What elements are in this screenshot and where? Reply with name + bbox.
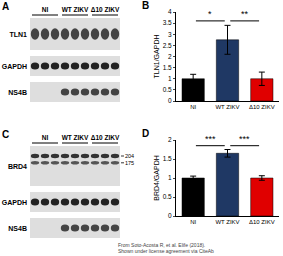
svg-text:C: C: [2, 129, 9, 140]
html-text:B: B: [142, 0, 150, 11]
svg-text:NI: NI: [42, 6, 49, 13]
svg-text:BRD4/GAPDH: BRD4/GAPDH: [153, 155, 160, 201]
svg-text:TLN1/GAPDH: TLN1/GAPDH: [153, 35, 160, 79]
svg-text:Δ10 ZIKV: Δ10 ZIKV: [91, 134, 120, 141]
svg-text:NS4B: NS4B: [8, 89, 27, 96]
svg-text:WT ZIKV: WT ZIKV: [62, 134, 89, 141]
svg-text:204: 204: [125, 153, 134, 159]
svg-text:**: **: [241, 9, 249, 19]
svg-text:A: A: [2, 1, 9, 12]
svg-text:1: 1: [168, 174, 172, 181]
html-text:Shown under license agreement: Shown under license agreement via CiteAb: [118, 248, 214, 254]
svg-text:0: 0: [168, 97, 172, 104]
svg-text:Δ10 ZIKV: Δ10 ZIKV: [249, 219, 275, 225]
svg-text:Δ10 ZIKV: Δ10 ZIKV: [91, 6, 120, 13]
svg-text:GAPDH: GAPDH: [2, 63, 27, 70]
svg-text:***: ***: [239, 134, 250, 144]
html-text:From Soto-Acosta R, et al. Eli: From Soto-Acosta R, et al. Elife (2018).: [118, 242, 206, 248]
svg-text:1.5: 1.5: [163, 64, 172, 71]
svg-text:NS4B: NS4B: [8, 225, 27, 232]
svg-text:GAPDH: GAPDH: [2, 199, 27, 206]
svg-text:NI: NI: [190, 104, 196, 110]
svg-text:2: 2: [168, 136, 172, 143]
svg-text:2: 2: [168, 53, 172, 60]
html-text:D: D: [142, 128, 150, 139]
svg-text:0.5: 0.5: [163, 86, 172, 93]
svg-text:*: *: [208, 9, 212, 19]
svg-text:1.5: 1.5: [163, 155, 172, 162]
svg-text:TLN1: TLN1: [10, 31, 28, 38]
svg-text:Δ10 ZIKV: Δ10 ZIKV: [249, 104, 275, 110]
svg-text:WT ZIKV: WT ZIKV: [215, 104, 239, 110]
svg-text:BRD4: BRD4: [8, 163, 27, 170]
svg-text:2.5: 2.5: [163, 42, 172, 49]
svg-text:175: 175: [125, 160, 134, 166]
svg-text:NI: NI: [190, 219, 196, 225]
svg-text:4: 4: [168, 8, 172, 15]
svg-text:0: 0: [168, 212, 172, 219]
svg-text:***: ***: [205, 134, 216, 144]
svg-text:WT ZIKV: WT ZIKV: [215, 219, 239, 225]
svg-text:3: 3: [168, 31, 172, 38]
svg-text:NI: NI: [42, 134, 49, 141]
svg-text:0.5: 0.5: [163, 193, 172, 200]
svg-text:3.5: 3.5: [163, 19, 172, 26]
svg-text:WT ZIKV: WT ZIKV: [62, 6, 89, 13]
svg-text:1: 1: [168, 75, 172, 82]
